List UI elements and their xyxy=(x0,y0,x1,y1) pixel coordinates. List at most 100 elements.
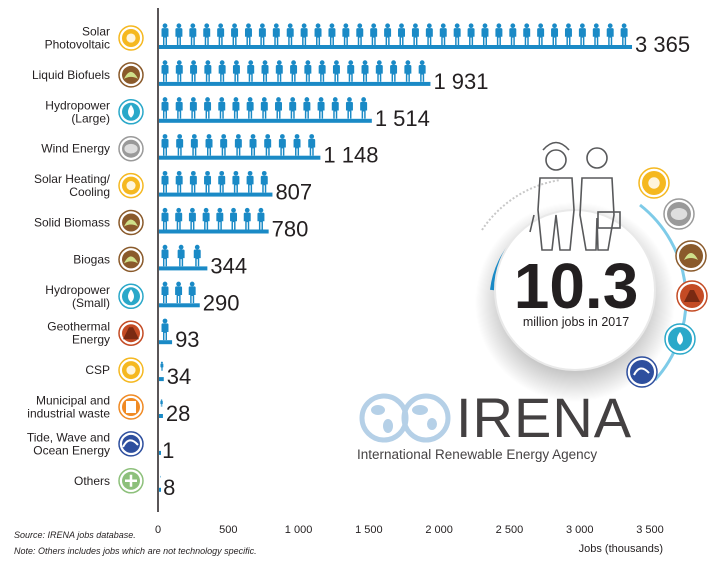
person-icon xyxy=(264,134,272,156)
person-icon xyxy=(293,134,301,156)
volcano-icon xyxy=(118,320,144,346)
person-icon xyxy=(177,244,185,267)
person-icon xyxy=(425,23,433,45)
person-icon xyxy=(190,60,198,82)
person-icon xyxy=(205,134,213,156)
person-icon xyxy=(204,60,212,82)
category-label: Hydropower (Small) xyxy=(45,283,110,310)
person-icon xyxy=(360,97,368,119)
person-icon xyxy=(314,23,322,45)
person-icon xyxy=(246,170,254,193)
person-icon xyxy=(564,23,572,45)
person-icon xyxy=(308,134,316,156)
person-icon xyxy=(347,60,355,82)
person-icon xyxy=(592,23,600,45)
person-icon xyxy=(258,23,266,45)
category-label: Solar Heating/Cooling xyxy=(34,172,111,199)
category-label: Others xyxy=(74,474,110,488)
person-icon xyxy=(332,60,340,82)
globe-logo-icon xyxy=(359,393,451,443)
value-label: 1 931 xyxy=(433,69,488,94)
person-icon xyxy=(523,23,531,45)
bar-row: Hydropower (Small) 290 xyxy=(45,281,240,315)
person-icon xyxy=(161,207,169,230)
value-label: 807 xyxy=(275,180,312,205)
bar xyxy=(159,303,200,308)
bar xyxy=(159,118,372,123)
bar xyxy=(159,229,269,234)
person-icon xyxy=(175,23,183,45)
person-icon xyxy=(331,97,339,119)
person-icon xyxy=(189,23,197,45)
bar-row: Solar Heating/Cooling 807 xyxy=(34,170,312,205)
person-icon xyxy=(272,23,280,45)
footnote-others: Note: Others includes jobs which are not… xyxy=(14,546,257,556)
person-icon xyxy=(247,60,255,82)
person-icon xyxy=(175,60,183,82)
person-icon xyxy=(175,281,183,304)
person-icon xyxy=(467,23,475,45)
person-icon xyxy=(218,170,226,193)
leaf-icon xyxy=(118,246,144,273)
category-label: Solar Photovoltaic xyxy=(45,25,110,52)
person-icon xyxy=(418,60,426,82)
person-icon xyxy=(261,60,269,82)
x-axis-label: Jobs (thousands) xyxy=(579,543,663,555)
bar xyxy=(159,377,164,382)
bar-row: Solar Photovoltaic 3 365 xyxy=(45,23,690,57)
bar-row: Others 8 xyxy=(74,468,175,500)
value-label: 3 365 xyxy=(635,32,690,57)
person-icon xyxy=(275,97,282,119)
person-icon xyxy=(232,97,240,119)
badge-ring-arc-grey xyxy=(481,179,561,231)
category-label: Tide, Wave and Ocean Energy xyxy=(27,430,110,457)
person-icon xyxy=(234,134,242,156)
x-tick-label: 0 xyxy=(155,524,161,536)
watermark-subtitle: International Renewable Energy Agency xyxy=(357,447,597,462)
sun-icon xyxy=(118,357,144,383)
person-icon xyxy=(217,23,225,45)
bar-row: Hydropower (Large) 1 514 xyxy=(45,97,430,131)
person-icon xyxy=(193,244,201,267)
person-icon xyxy=(328,23,336,45)
value-label: 290 xyxy=(203,290,240,315)
leaf-icon xyxy=(118,62,144,88)
bar xyxy=(159,340,173,345)
person-icon xyxy=(356,23,364,45)
person-icon xyxy=(189,97,197,119)
person-icon xyxy=(495,23,503,45)
value-label: 780 xyxy=(272,217,309,242)
jobs-total-caption: million jobs in 2017 xyxy=(523,315,629,329)
bar-row: Solid Biomass 780 xyxy=(34,207,309,242)
person-icon xyxy=(161,23,169,45)
person-icon xyxy=(161,60,169,82)
person-icon xyxy=(370,23,378,45)
person-icon xyxy=(404,60,412,82)
bar xyxy=(159,487,161,492)
x-tick-label: 3 500 xyxy=(636,524,664,536)
bars-group: Solar Photovoltaic 3 365 Liquid Biofuels 1 9… xyxy=(27,23,690,500)
person-icon xyxy=(390,60,398,82)
person-icon xyxy=(175,170,183,193)
x-tick-label: 3 000 xyxy=(566,524,594,536)
person-icon xyxy=(202,207,210,230)
person-icon xyxy=(249,134,257,156)
person-icon xyxy=(361,60,369,82)
x-axis-ticks: 0 500 1 000 1 500 2 000 2 500 3 000 3 500 xyxy=(155,524,664,536)
bar xyxy=(159,450,161,455)
plus-icon xyxy=(118,468,144,494)
value-label: 1 148 xyxy=(323,143,378,168)
person-icon xyxy=(160,475,161,478)
person-icon xyxy=(176,134,184,156)
water-drop-icon xyxy=(664,323,696,355)
person-icon xyxy=(439,23,447,45)
value-label: 93 xyxy=(175,327,199,352)
sun-icon xyxy=(118,25,144,51)
person-icon xyxy=(189,170,197,193)
bar xyxy=(159,81,431,86)
person-icon xyxy=(606,23,614,45)
person-icon xyxy=(218,60,226,82)
category-label: Municipal and industrial waste xyxy=(27,394,110,421)
person-icon xyxy=(275,60,283,82)
